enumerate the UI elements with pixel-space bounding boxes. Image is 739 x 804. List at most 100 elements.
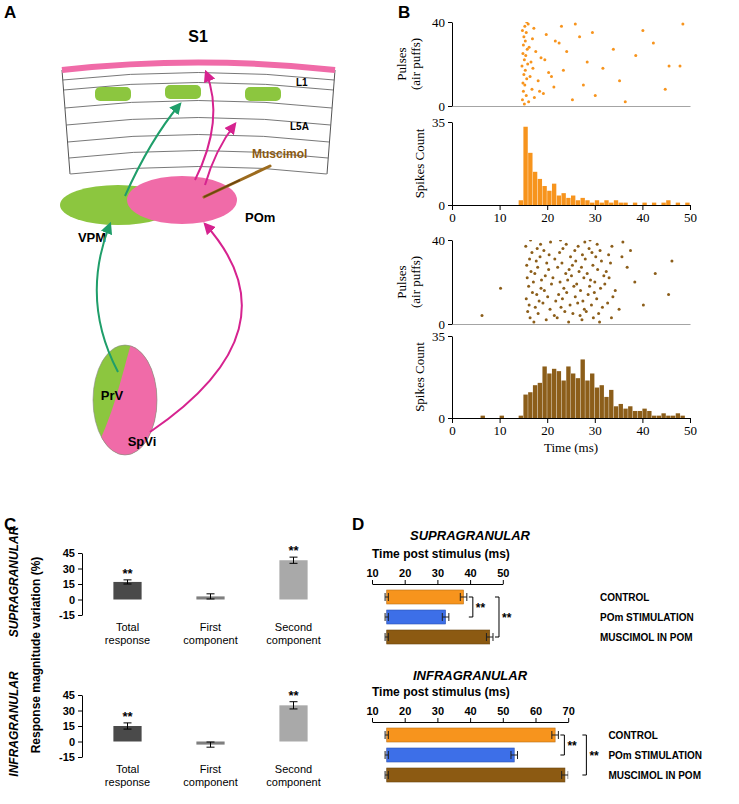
tick-mark [470,718,471,722]
spike-dot [579,289,582,292]
histogram-bar [619,203,623,205]
spike-dot [605,270,608,273]
histogram-bar [495,418,499,419]
drug-label: Muscimol [252,147,307,161]
histogram-bar [647,411,651,418]
spike-dot [536,247,539,250]
histogram-bar [571,373,575,418]
tick: 35 [432,115,452,130]
histogram-bar [500,416,504,418]
tick: 0 [439,99,453,114]
spike-dot [520,65,523,68]
spike-dot [530,88,533,91]
histogram-bar [576,378,580,418]
histogram-bar [604,397,608,418]
axis-title: Pulses [394,265,409,298]
start-error-bar [385,751,388,759]
spike-dot [545,33,548,36]
histogram-bar [462,205,466,206]
spike-dot [652,42,655,45]
tick-label: 0 [69,594,75,606]
spike-dot [556,266,559,269]
diagram: S1L1L5AVPMPOmPrVSpViMuscimol [60,28,335,460]
axis: -150153045 [59,547,82,621]
tick-label: 30 [63,563,75,575]
spike-dot [575,283,578,286]
tick-label: 0 [439,99,446,114]
axis-title: Spikes Count [412,342,427,412]
category-label: Firstcomponent [183,621,237,646]
histogram-bar [509,418,513,419]
significance: ** [288,543,299,558]
spike-dot [550,75,553,78]
tick-mark [503,580,504,584]
start-error-bar [385,771,388,779]
spike-dot [529,240,532,242]
pom-nucleus [127,176,237,224]
histogram-bar [647,205,651,206]
spike-dot [590,304,593,307]
spike-dot [536,266,539,269]
spike-dot [584,257,587,260]
axis: 0 40 [432,15,453,114]
significance: ** [502,611,512,625]
start-error-bar [385,613,388,621]
spike-dot [591,31,594,34]
spike-dot [601,306,604,309]
axis: -150153045 [59,689,82,763]
spike-dot [580,318,583,321]
spike-dot [534,306,537,309]
histogram-bar [466,418,470,419]
spike-dot [566,278,569,281]
spike-dot [542,92,545,95]
spike-dot [679,65,682,68]
spike-dot [582,276,585,279]
category-label: POm STIMULATION [608,750,702,761]
spike-dot [634,54,637,57]
spike-dot [595,297,598,300]
histogram-bar [557,196,561,205]
spike-dot [522,35,525,38]
pathway-arrow [195,72,213,180]
histogram-bar [571,196,575,205]
spike-dot [569,255,572,258]
histogram-bar [600,385,604,418]
histogram-bar [561,381,565,418]
spike-dot [668,65,671,68]
spike-dot [559,281,562,284]
spike-dot [610,316,613,319]
spike-dot [567,320,570,323]
spike-dot [556,316,559,319]
histogram-bar [523,127,527,205]
tick-label: 20 [541,210,554,225]
axis-line [453,324,691,325]
error-bar [552,731,559,739]
bars [385,728,568,782]
axis-title: (air puffs) [408,38,423,90]
tick-label: 0 [449,210,456,225]
histogram-bar [590,373,594,418]
spike-dot [527,100,530,103]
tick-mark [448,324,452,325]
spike-dot [562,69,565,72]
histogram-bar [481,416,485,418]
spike-dot [576,302,579,305]
tick: 45 [63,547,82,559]
layer-1-band [62,63,335,71]
histogram-bar [676,203,680,205]
nucleus-label: PrV [101,388,124,403]
spike-dot [583,308,586,311]
significance-bracket [495,597,499,637]
error-bar [486,633,493,641]
histogram-bar [552,369,556,418]
significance-bracket [582,735,586,775]
axis-line [453,418,691,419]
axis-line [452,241,453,325]
spike-dot [553,257,556,260]
spike-dot [586,60,589,63]
pathway-arrow [125,104,180,196]
tick-label: 40 [636,210,649,225]
spike-dot [664,88,667,91]
tick: 40 [432,15,452,30]
bar [113,582,141,600]
